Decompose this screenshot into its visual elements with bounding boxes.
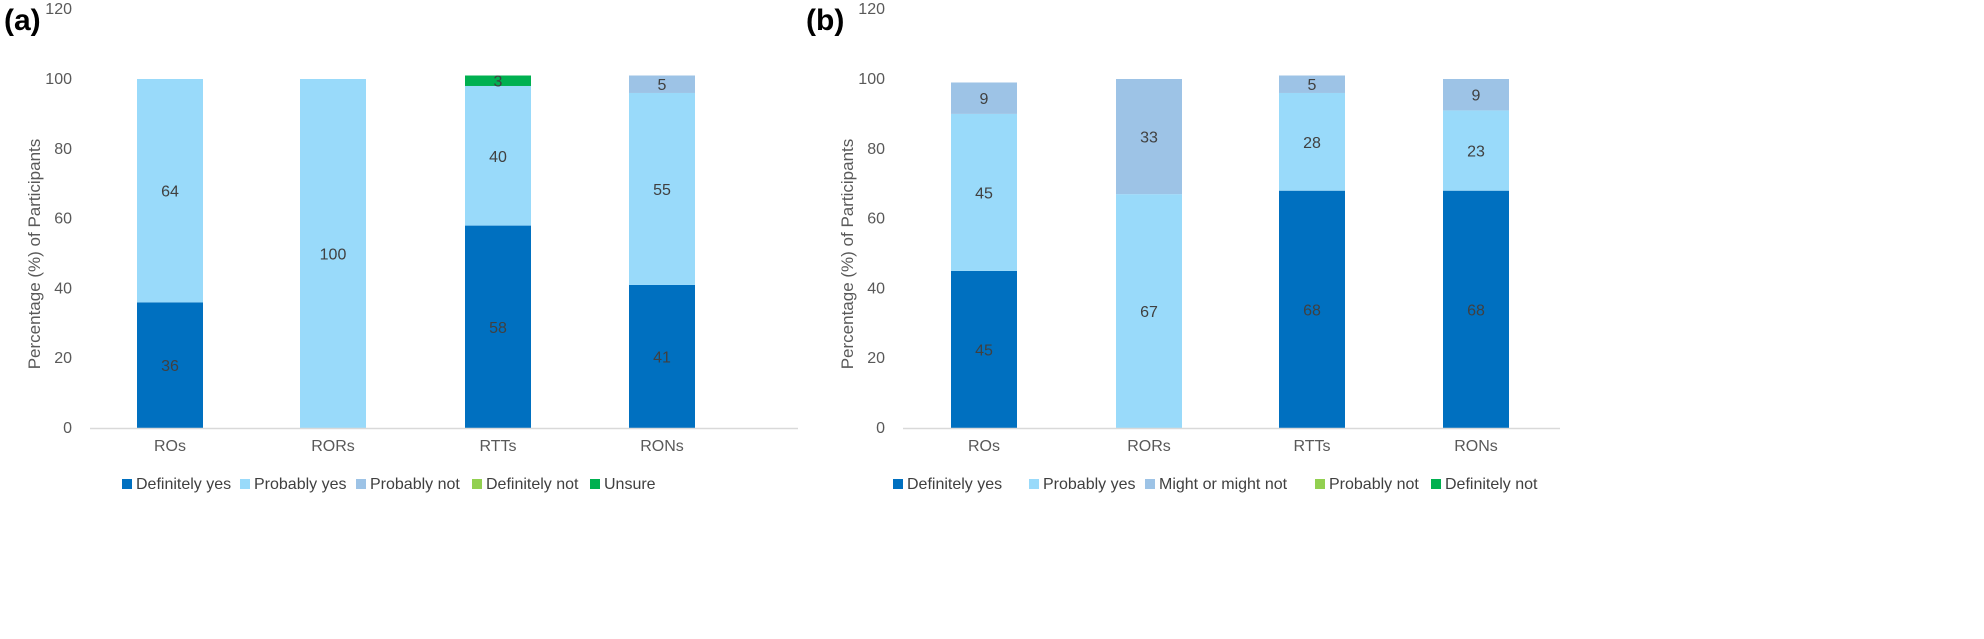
data-label: 55 bbox=[653, 182, 671, 199]
legend-swatch bbox=[1315, 479, 1325, 489]
legend-label: Probably yes bbox=[1043, 476, 1136, 493]
bar-segment bbox=[300, 79, 366, 428]
data-label: 100 bbox=[320, 247, 347, 264]
bar-segment bbox=[951, 113, 1017, 271]
data-label: 9 bbox=[980, 91, 989, 108]
legend-swatch bbox=[122, 479, 132, 489]
legend-swatch bbox=[356, 479, 366, 489]
legend-label: Probably not bbox=[370, 476, 460, 493]
data-label: 68 bbox=[1467, 302, 1485, 319]
bar-segment bbox=[1443, 190, 1509, 428]
data-label: 28 bbox=[1303, 135, 1321, 152]
y-tick-label: 100 bbox=[45, 71, 72, 88]
data-label: 23 bbox=[1467, 144, 1485, 161]
bar-segment bbox=[1116, 194, 1182, 428]
x-tick-label: RONs bbox=[1454, 438, 1498, 455]
panel-label: (b) bbox=[806, 4, 844, 37]
y-tick-label: 60 bbox=[867, 211, 885, 228]
bar-segment bbox=[1279, 190, 1345, 428]
y-tick-label: 40 bbox=[867, 280, 885, 297]
data-label: 40 bbox=[489, 149, 507, 166]
legend-label: Definitely not bbox=[1445, 476, 1538, 493]
bar-segment bbox=[465, 225, 531, 428]
bar-segment bbox=[951, 82, 1017, 114]
legend-swatch bbox=[590, 479, 600, 489]
bar-segment bbox=[1279, 75, 1345, 93]
y-tick-label: 0 bbox=[876, 420, 885, 437]
data-label: 5 bbox=[1308, 77, 1317, 94]
data-label: 64 bbox=[161, 184, 179, 201]
y-tick-label: 120 bbox=[858, 1, 885, 18]
data-label: 36 bbox=[161, 358, 179, 375]
legend-label: Probably yes bbox=[254, 476, 347, 493]
bar-segment bbox=[629, 75, 695, 93]
legend-label: Unsure bbox=[604, 476, 656, 493]
legend-swatch bbox=[1029, 479, 1039, 489]
data-label: 45 bbox=[975, 342, 993, 359]
bar-segment bbox=[629, 284, 695, 428]
data-label: 67 bbox=[1140, 304, 1158, 321]
y-tick-label: 80 bbox=[54, 141, 72, 158]
y-tick-label: 20 bbox=[867, 350, 885, 367]
bar-segment bbox=[1443, 110, 1509, 191]
y-tick-label: 120 bbox=[45, 1, 72, 18]
panel-label: (a) bbox=[4, 4, 41, 37]
y-tick-label: 80 bbox=[867, 141, 885, 158]
x-tick-label: RONs bbox=[640, 438, 684, 455]
data-label: 3 bbox=[494, 74, 503, 91]
bar-segment bbox=[951, 270, 1017, 428]
x-tick-label: ROs bbox=[968, 438, 1000, 455]
legend-swatch bbox=[1431, 479, 1441, 489]
data-label: 68 bbox=[1303, 302, 1321, 319]
y-tick-label: 60 bbox=[54, 211, 72, 228]
y-tick-label: 20 bbox=[54, 350, 72, 367]
data-label: 58 bbox=[489, 320, 507, 337]
legend-label: Definitely yes bbox=[136, 476, 231, 493]
data-label: 45 bbox=[975, 185, 993, 202]
y-axis-title: Percentage (%) of Participants bbox=[25, 139, 44, 370]
data-label: 5 bbox=[658, 77, 667, 94]
y-tick-label: 100 bbox=[858, 71, 885, 88]
legend-swatch bbox=[472, 479, 482, 489]
x-tick-label: RORs bbox=[1127, 438, 1171, 455]
data-label: 9 bbox=[1472, 88, 1481, 105]
chart-panel-a: (a) 0 20 40 60 80 100 120 Percentage (%) of Part… bbox=[4, 1, 798, 493]
x-tick-label: RTTs bbox=[1293, 438, 1330, 455]
data-label: 41 bbox=[653, 349, 671, 366]
bar-segment bbox=[629, 92, 695, 285]
y-tick-label: 0 bbox=[63, 420, 72, 437]
legend-label: Might or might not bbox=[1159, 476, 1288, 493]
legend-label: Probably not bbox=[1329, 476, 1419, 493]
bar-segment bbox=[1279, 92, 1345, 191]
data-label: 33 bbox=[1140, 130, 1158, 147]
bar-segment bbox=[1116, 79, 1182, 195]
legend-swatch bbox=[240, 479, 250, 489]
x-tick-label: RTTs bbox=[479, 438, 516, 455]
chart-panel-b: (b) 0 20 40 60 80 100 120 Percentage (%) of Part… bbox=[806, 1, 1560, 493]
x-tick-label: ROs bbox=[154, 438, 186, 455]
bar-segment bbox=[465, 75, 531, 86]
legend-swatch bbox=[1145, 479, 1155, 489]
bar-segment bbox=[1443, 79, 1509, 111]
x-tick-label: RORs bbox=[311, 438, 355, 455]
legend-label: Definitely yes bbox=[907, 476, 1002, 493]
bar-segment bbox=[137, 79, 203, 303]
legend-swatch bbox=[893, 479, 903, 489]
bar-segment bbox=[137, 302, 203, 428]
y-tick-label: 40 bbox=[54, 280, 72, 297]
legend-label: Definitely not bbox=[486, 476, 579, 493]
y-axis-title: Percentage (%) of Participants bbox=[838, 139, 857, 370]
bar-segment bbox=[465, 85, 531, 226]
